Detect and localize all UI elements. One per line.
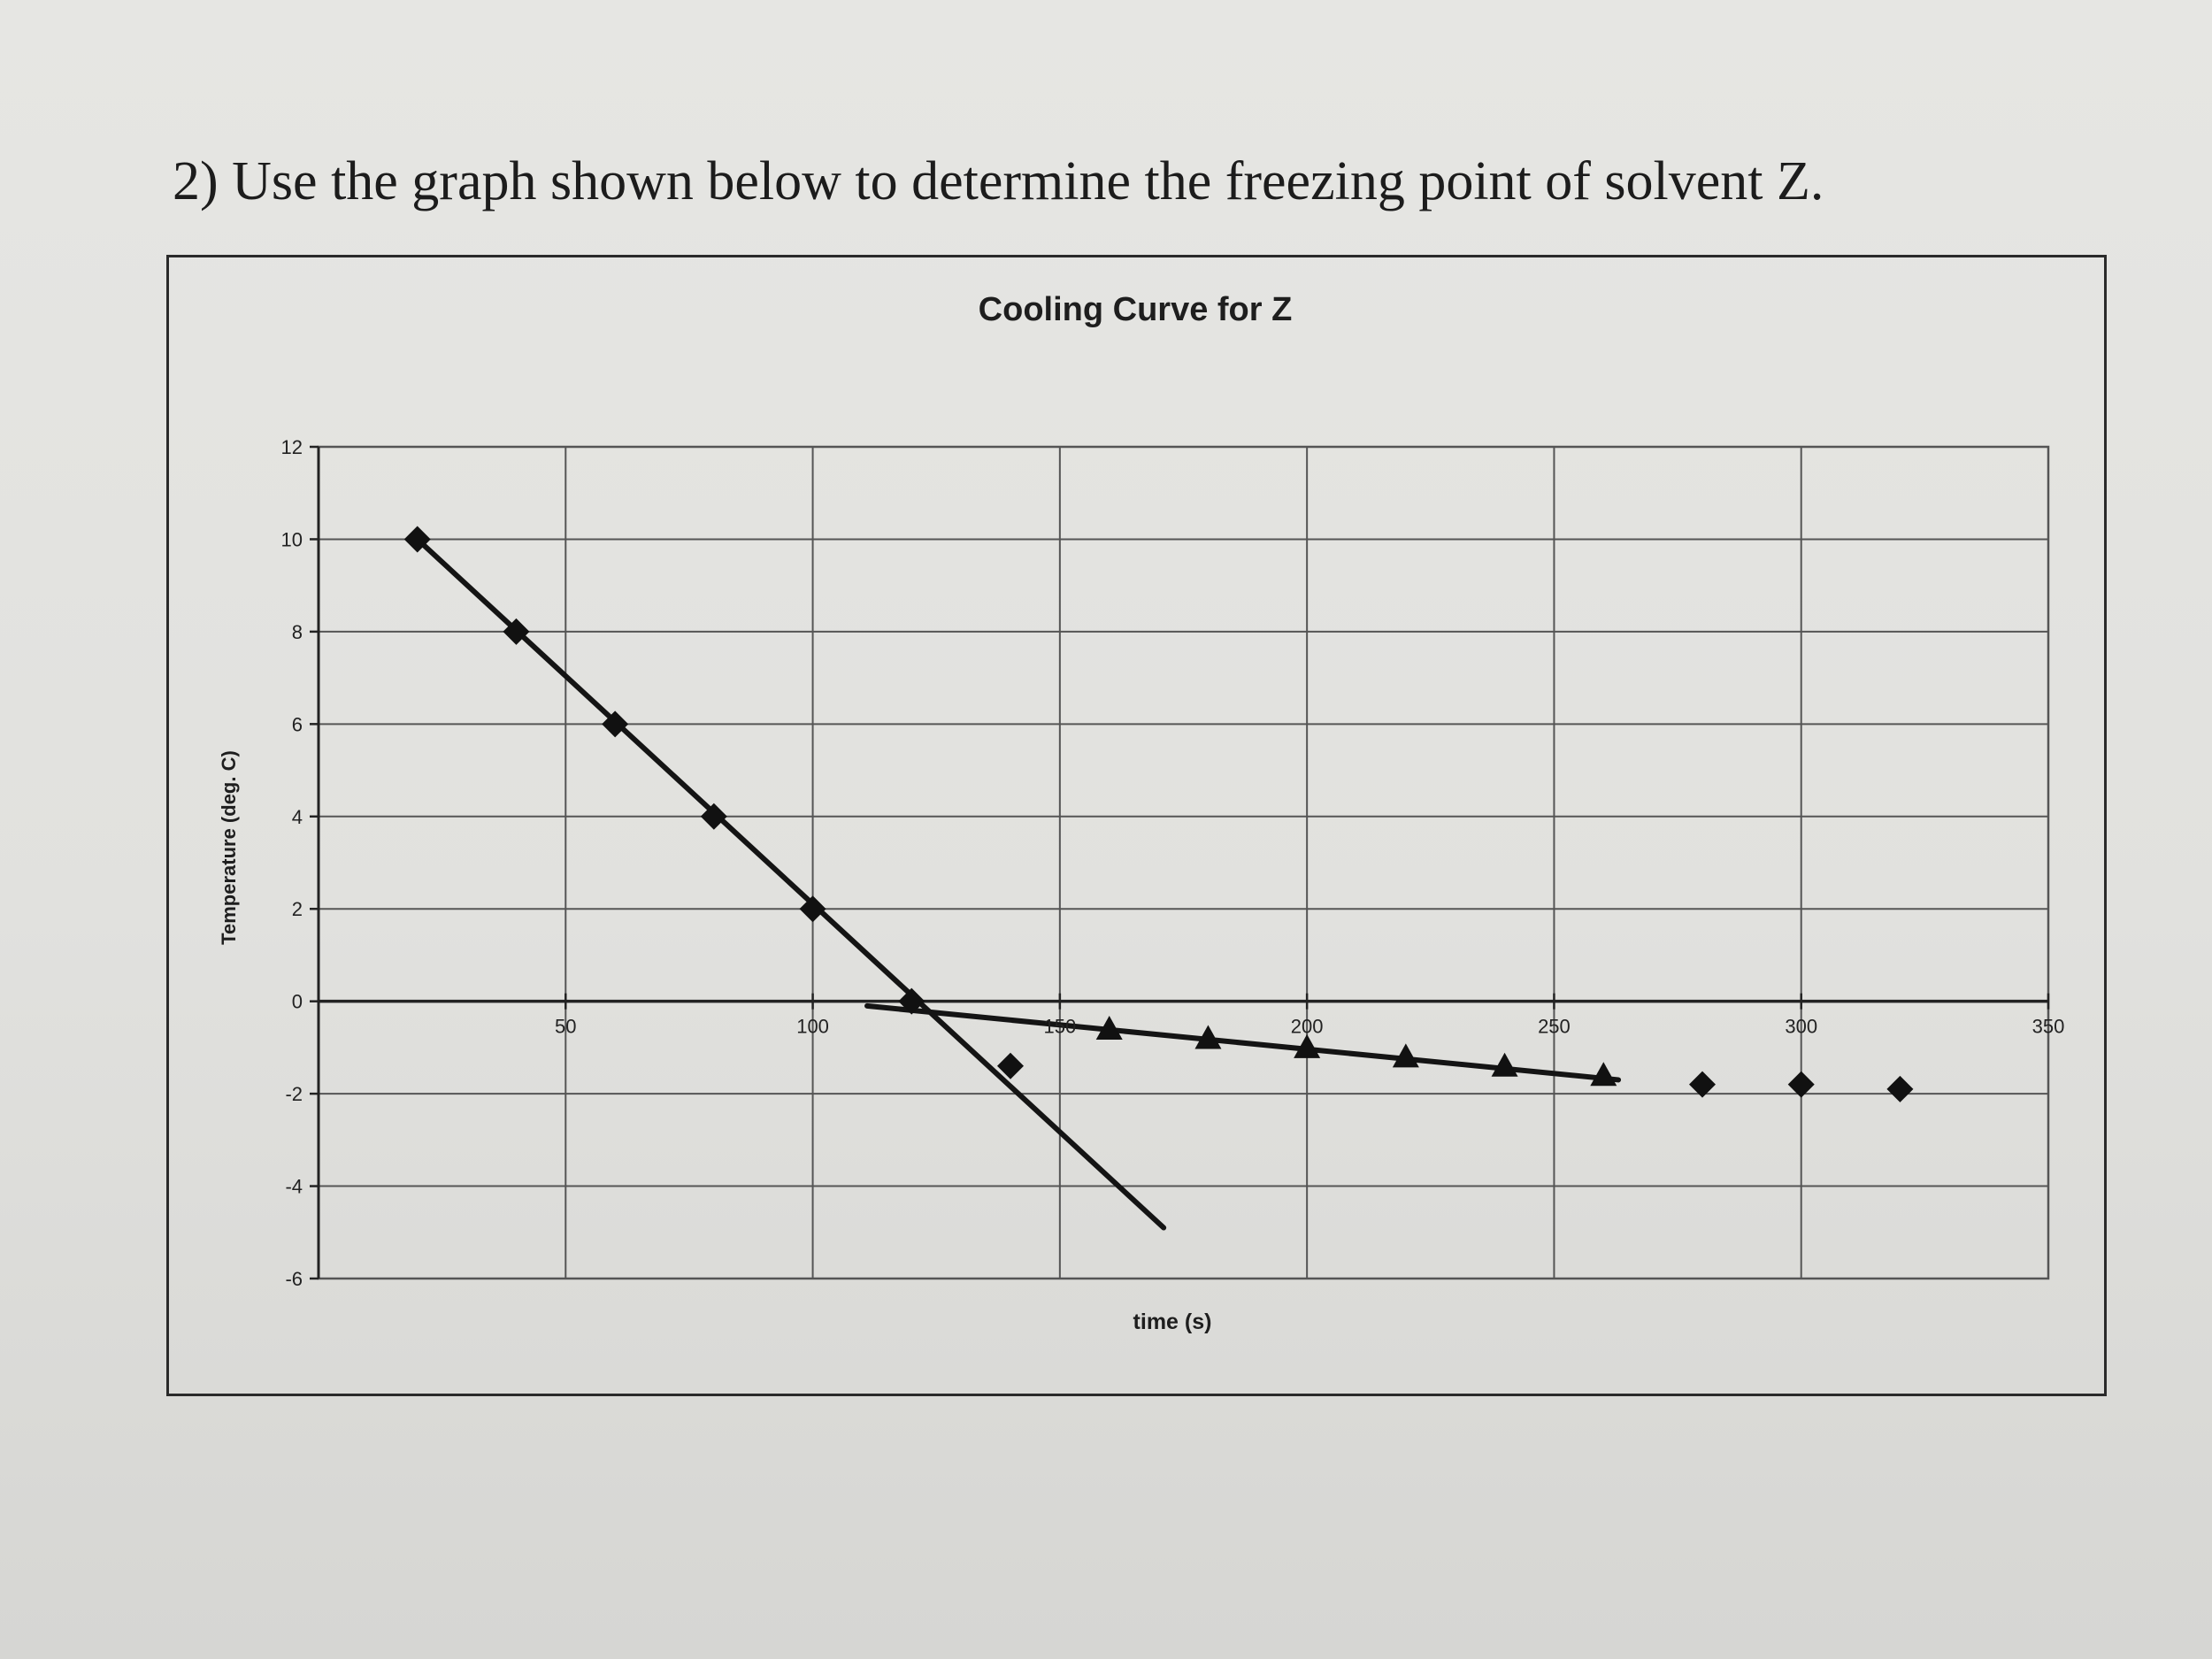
y-tick-label: -2: [285, 1083, 303, 1105]
y-tick-label: 6: [292, 713, 303, 735]
chart-title: Cooling Curve for Z: [979, 291, 1293, 328]
data-point-diamond: [700, 803, 727, 830]
x-tick-label: 150: [1043, 1016, 1076, 1038]
x-tick-label: 250: [1538, 1016, 1571, 1038]
data-point-diamond: [403, 526, 431, 553]
y-tick-label: -4: [285, 1176, 303, 1198]
data-point-diamond: [602, 710, 629, 738]
chart-frame: [166, 255, 2107, 1396]
data-point-triangle: [1095, 1016, 1123, 1040]
tick-labels: -6 -4 -2 0 2 4 6 8 10 12 50 100 150 200 250 300 350: [281, 436, 2065, 1290]
y-tick-label: 2: [292, 898, 303, 920]
y-tick-label: -6: [285, 1268, 303, 1290]
data-point-triangle: [1294, 1033, 1321, 1058]
x-tick-label: 50: [555, 1016, 576, 1038]
data-point-diamond: [1689, 1071, 1716, 1098]
data-point-diamond: [898, 987, 926, 1015]
data-point-diamond: [1886, 1075, 1914, 1102]
x-axis-label: time (s): [1133, 1310, 1212, 1334]
x-tick-label: 300: [1785, 1016, 1817, 1038]
grid: [317, 445, 2050, 1280]
data-point-diamond: [503, 618, 530, 645]
plot-area-border: [317, 445, 2050, 1280]
x-tick-label: 200: [1291, 1016, 1324, 1038]
data-point-diamond: [997, 1052, 1024, 1079]
y-tick-label: 0: [292, 991, 303, 1013]
trendline: [864, 1002, 1622, 1083]
data-point-diamond: [1787, 1071, 1815, 1098]
question-text: 2) Use the graph shown below to determin…: [173, 151, 1824, 211]
x-tick-label: 100: [796, 1016, 829, 1038]
data-point-triangle: [1491, 1052, 1518, 1077]
data-point-triangle: [1392, 1043, 1419, 1068]
y-tick-label: 10: [281, 528, 303, 550]
trendlines: [414, 536, 1622, 1231]
y-tick-label: 4: [292, 806, 303, 828]
trendline: [414, 536, 1167, 1231]
data-point-diamond: [799, 895, 826, 923]
data-point-triangle: [1590, 1062, 1617, 1087]
x-tick-label: 350: [2032, 1016, 2065, 1038]
axes: [310, 445, 2050, 1280]
y-tick-label: 8: [292, 621, 303, 643]
data-markers: [403, 526, 1914, 1102]
y-tick-label: 12: [281, 436, 303, 458]
data-point-triangle: [1194, 1025, 1222, 1049]
y-axis-label: Temperature (deg. C): [218, 750, 240, 945]
